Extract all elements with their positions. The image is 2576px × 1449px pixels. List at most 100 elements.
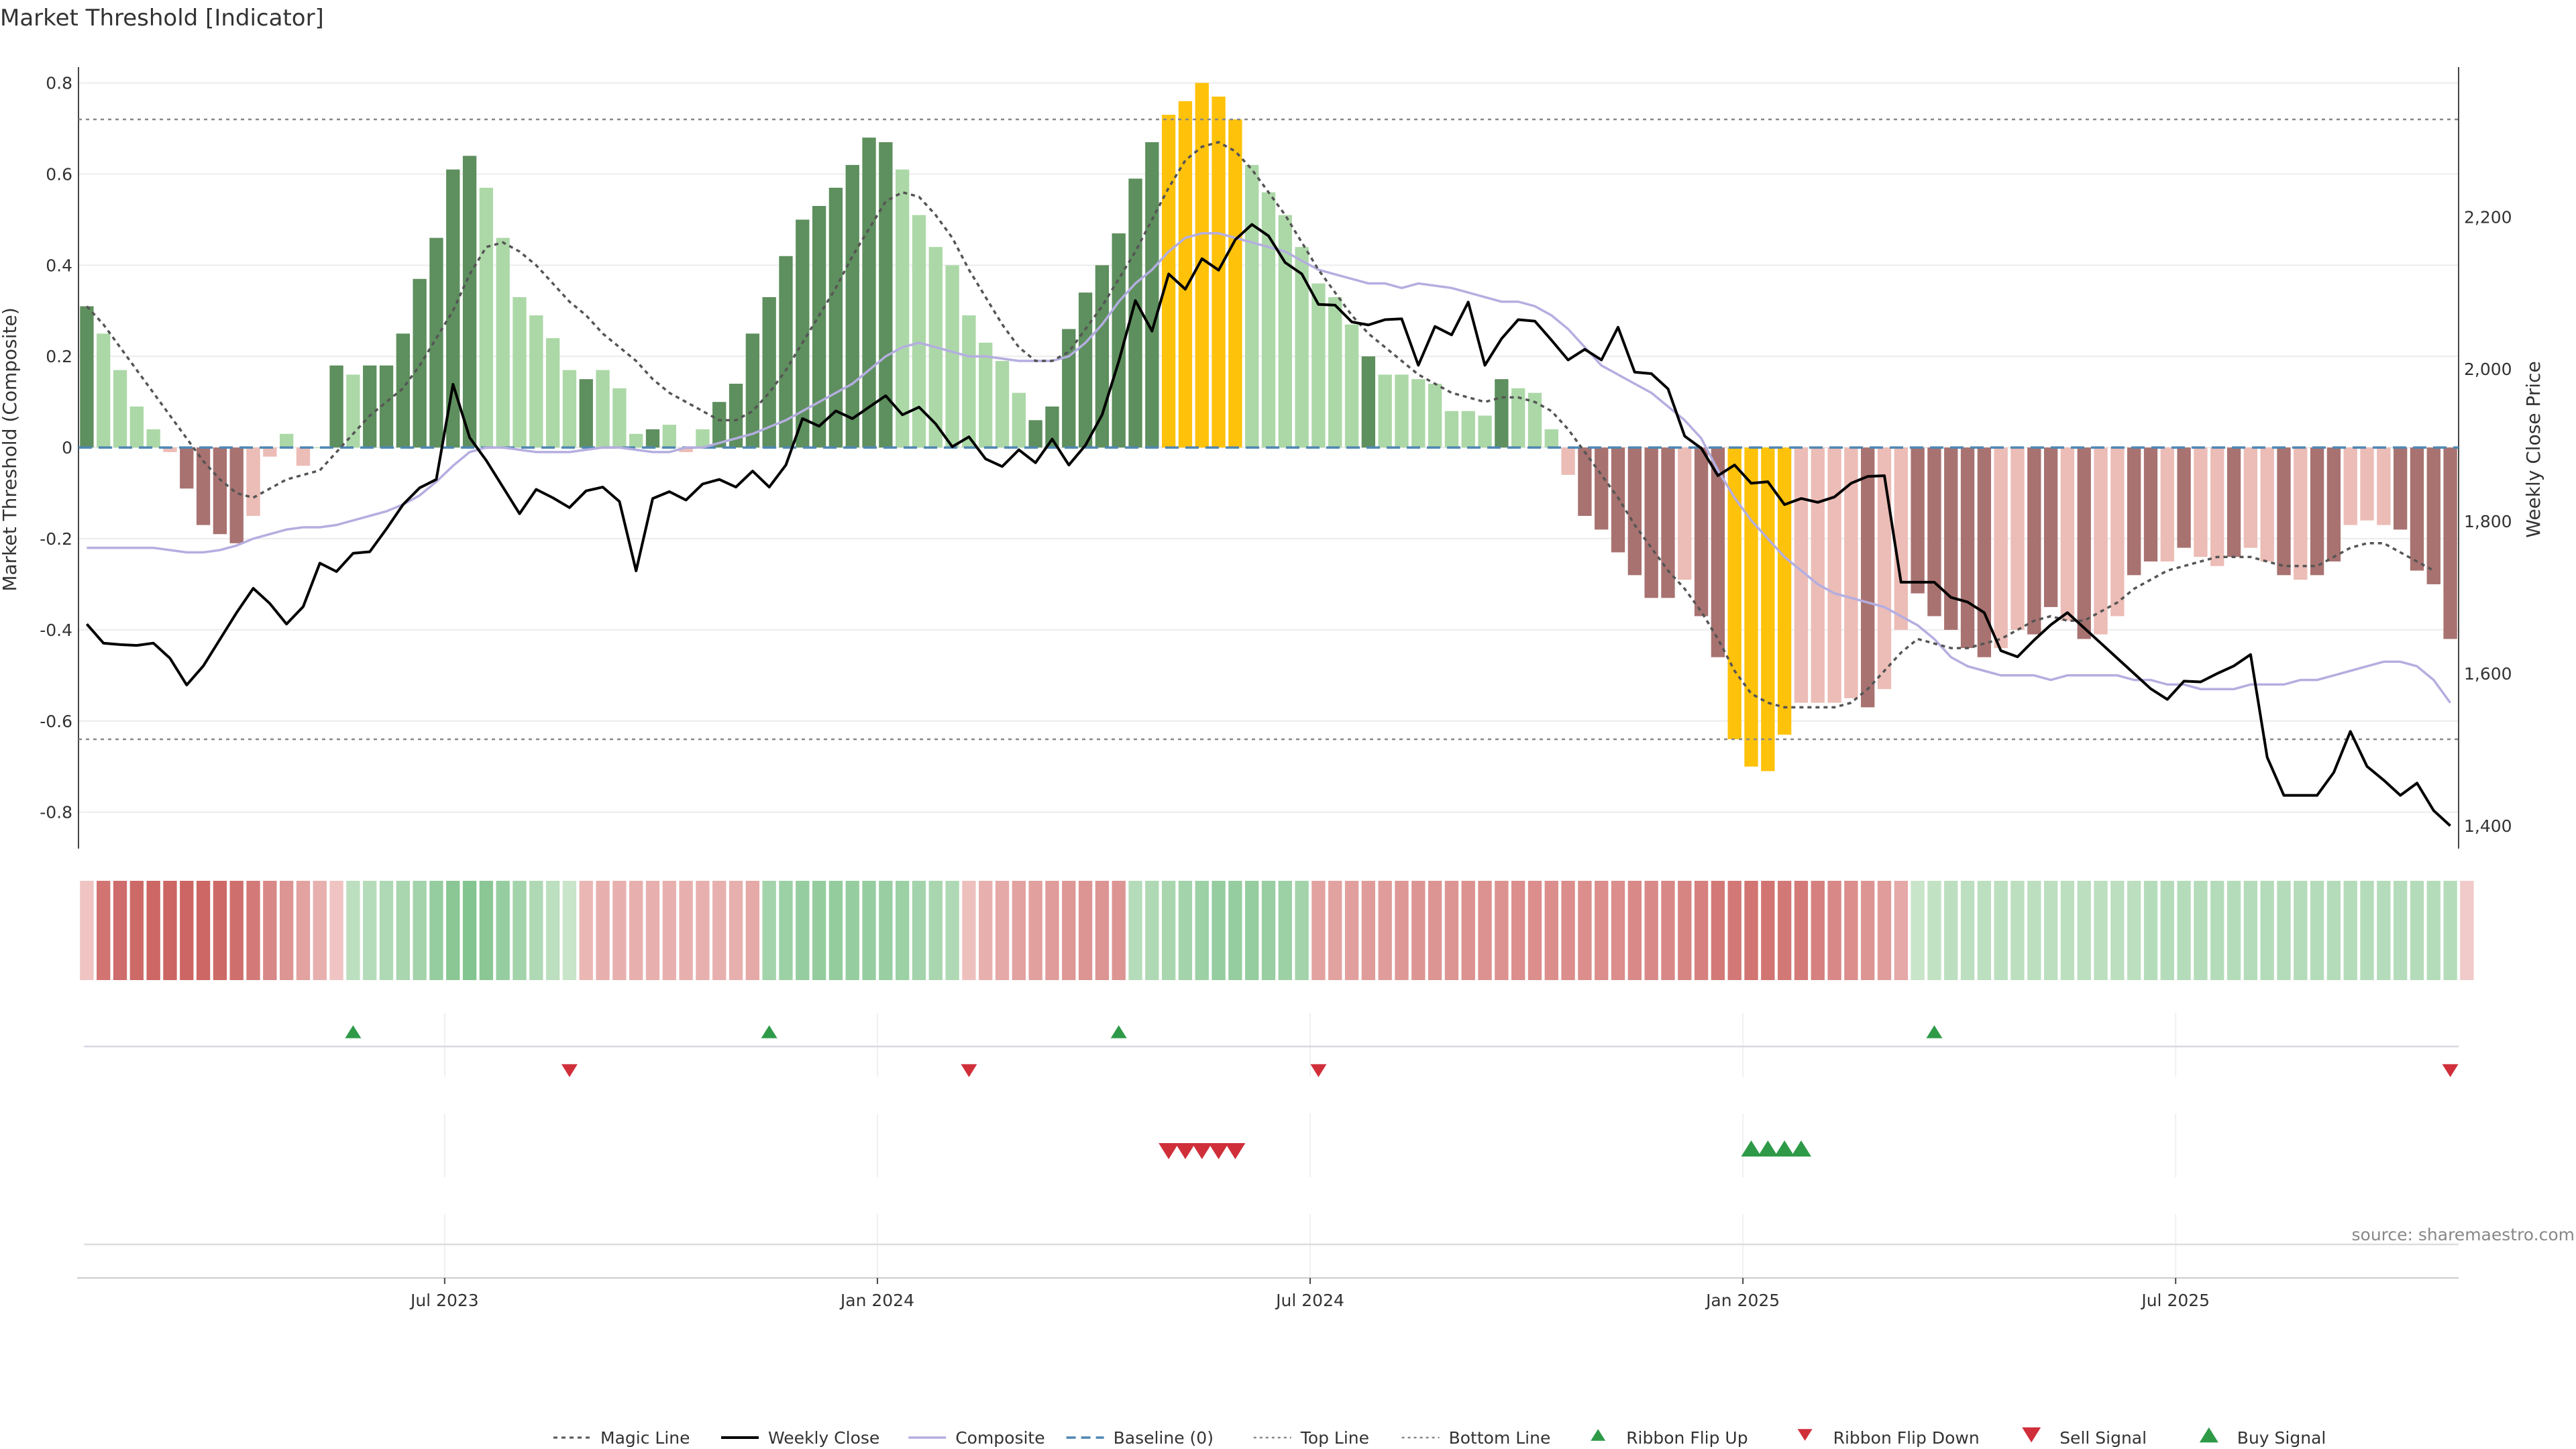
y2-axis-ticks: 2,200 2,000 1,800 1,600 1,400 — [2464, 207, 2512, 836]
ribbon-strip — [80, 881, 2474, 980]
composite-bar — [1777, 447, 1792, 735]
composite-bar — [1444, 411, 1459, 448]
composite-bar — [346, 374, 360, 448]
y-tick-label: -0.4 — [40, 621, 72, 640]
ribbon-cell — [413, 881, 427, 980]
x-tick-label: Jul 2023 — [409, 1291, 479, 1310]
composite-bar — [1145, 142, 1159, 448]
ribbon-cell — [828, 881, 843, 980]
ribbon-cell — [1911, 881, 1925, 980]
ribbon-cell — [1761, 881, 1775, 980]
ribbon-cell — [429, 881, 443, 980]
composite-bar — [2060, 447, 2075, 621]
ribbon-cell — [263, 881, 277, 980]
x-tick-label: Jan 2024 — [839, 1291, 914, 1310]
composite-bar — [612, 388, 627, 448]
composite-bar — [995, 361, 1010, 448]
composite-bar — [1894, 447, 1908, 630]
composite-bar — [529, 315, 543, 448]
ribbon-cell — [1062, 881, 1076, 980]
composite-bar — [1561, 447, 1575, 475]
composite-bar — [2094, 447, 2108, 635]
composite-bar — [1678, 447, 1692, 580]
ribbon-cell — [2277, 881, 2291, 980]
composite-bar — [1794, 447, 1809, 703]
composite-bar — [513, 297, 527, 448]
y-tick-label: 0.2 — [46, 347, 72, 366]
legend-label: Weekly Close — [768, 1428, 879, 1448]
composite-bar — [1994, 447, 2008, 649]
ribbon-cell — [995, 881, 1010, 980]
ribbon-cell — [396, 881, 410, 980]
composite-bar — [1711, 447, 1725, 657]
composite-bar — [129, 406, 144, 448]
ribbon-flip-up-marker — [1926, 1025, 1943, 1038]
composite-bar — [1578, 447, 1592, 517]
legend-label: Composite — [955, 1428, 1044, 1448]
composite-bar — [2160, 447, 2174, 561]
composite-bar — [2294, 447, 2308, 580]
composite-bar — [313, 447, 327, 449]
composite-bar — [1278, 215, 1292, 448]
y-axis-label: Market Threshold (Composite) — [0, 307, 21, 591]
ribbon-cell — [279, 881, 294, 980]
ribbon-cell — [196, 881, 211, 980]
ribbon-cell — [1228, 881, 1242, 980]
composite-bar — [895, 169, 910, 448]
composite-bar — [146, 429, 160, 448]
ribbon-cell — [513, 881, 527, 980]
ribbon-cell — [945, 881, 959, 980]
ribbon-cell — [1977, 881, 1992, 980]
composite-bar — [1411, 379, 1426, 448]
composite-bar — [2277, 447, 2291, 576]
composite-bar — [1311, 283, 1326, 448]
ribbon-cell — [612, 881, 627, 980]
ribbon-cell — [1495, 881, 1509, 980]
ribbon-cell — [696, 881, 710, 980]
ribbon-cell — [1744, 881, 1758, 980]
composite-bar — [712, 402, 727, 448]
ribbon-cell — [545, 881, 560, 980]
ribbon-cell — [1361, 881, 1376, 980]
ribbon-cell — [2226, 881, 2241, 980]
composite-bar — [2226, 447, 2241, 557]
composite-bar — [679, 447, 693, 452]
ribbon-cell — [213, 881, 227, 980]
composite-bar — [1112, 233, 1126, 448]
composite-bar — [329, 365, 343, 448]
composite-bar — [2443, 447, 2457, 639]
ribbon-cell — [1045, 881, 1059, 980]
composite-bar — [1428, 384, 1442, 448]
ribbon-cell — [1944, 881, 1958, 980]
composite-bar — [2077, 447, 2091, 639]
ribbon-cell — [1161, 881, 1176, 980]
composite-bar — [879, 142, 893, 448]
composite-bar — [1511, 388, 1525, 448]
legend-label: Ribbon Flip Down — [1833, 1428, 1980, 1448]
ribbon-cell — [2243, 881, 2258, 980]
buy-signal-marker — [1758, 1140, 1778, 1157]
composite-bar — [596, 370, 610, 448]
ribbon-cell — [1295, 881, 1309, 980]
ribbon-cell — [2426, 881, 2440, 980]
composite-bar — [1744, 447, 1758, 767]
ribbon-cell — [379, 881, 394, 980]
composite-bar — [2194, 447, 2208, 557]
ribbon-cell — [2210, 881, 2224, 980]
composite-bar — [1195, 83, 1209, 448]
composite-bar — [762, 297, 776, 448]
ribbon-cell — [2343, 881, 2357, 980]
composite-bar — [496, 237, 510, 448]
legend-label: Bottom Line — [1449, 1428, 1551, 1448]
ribbon-cell — [962, 881, 976, 980]
composite-bar — [2377, 447, 2391, 525]
ribbon-cell — [762, 881, 776, 980]
ribbon-cell — [1511, 881, 1525, 980]
composite-bar — [1228, 119, 1242, 448]
chart-title: Market Threshold [Indicator] — [0, 5, 324, 32]
composite-bar — [2310, 447, 2324, 576]
composite-bar — [1028, 420, 1042, 448]
composite-bar — [662, 425, 676, 448]
composite-bar — [2010, 447, 2025, 630]
ribbon-flip-up-marker — [761, 1025, 777, 1038]
